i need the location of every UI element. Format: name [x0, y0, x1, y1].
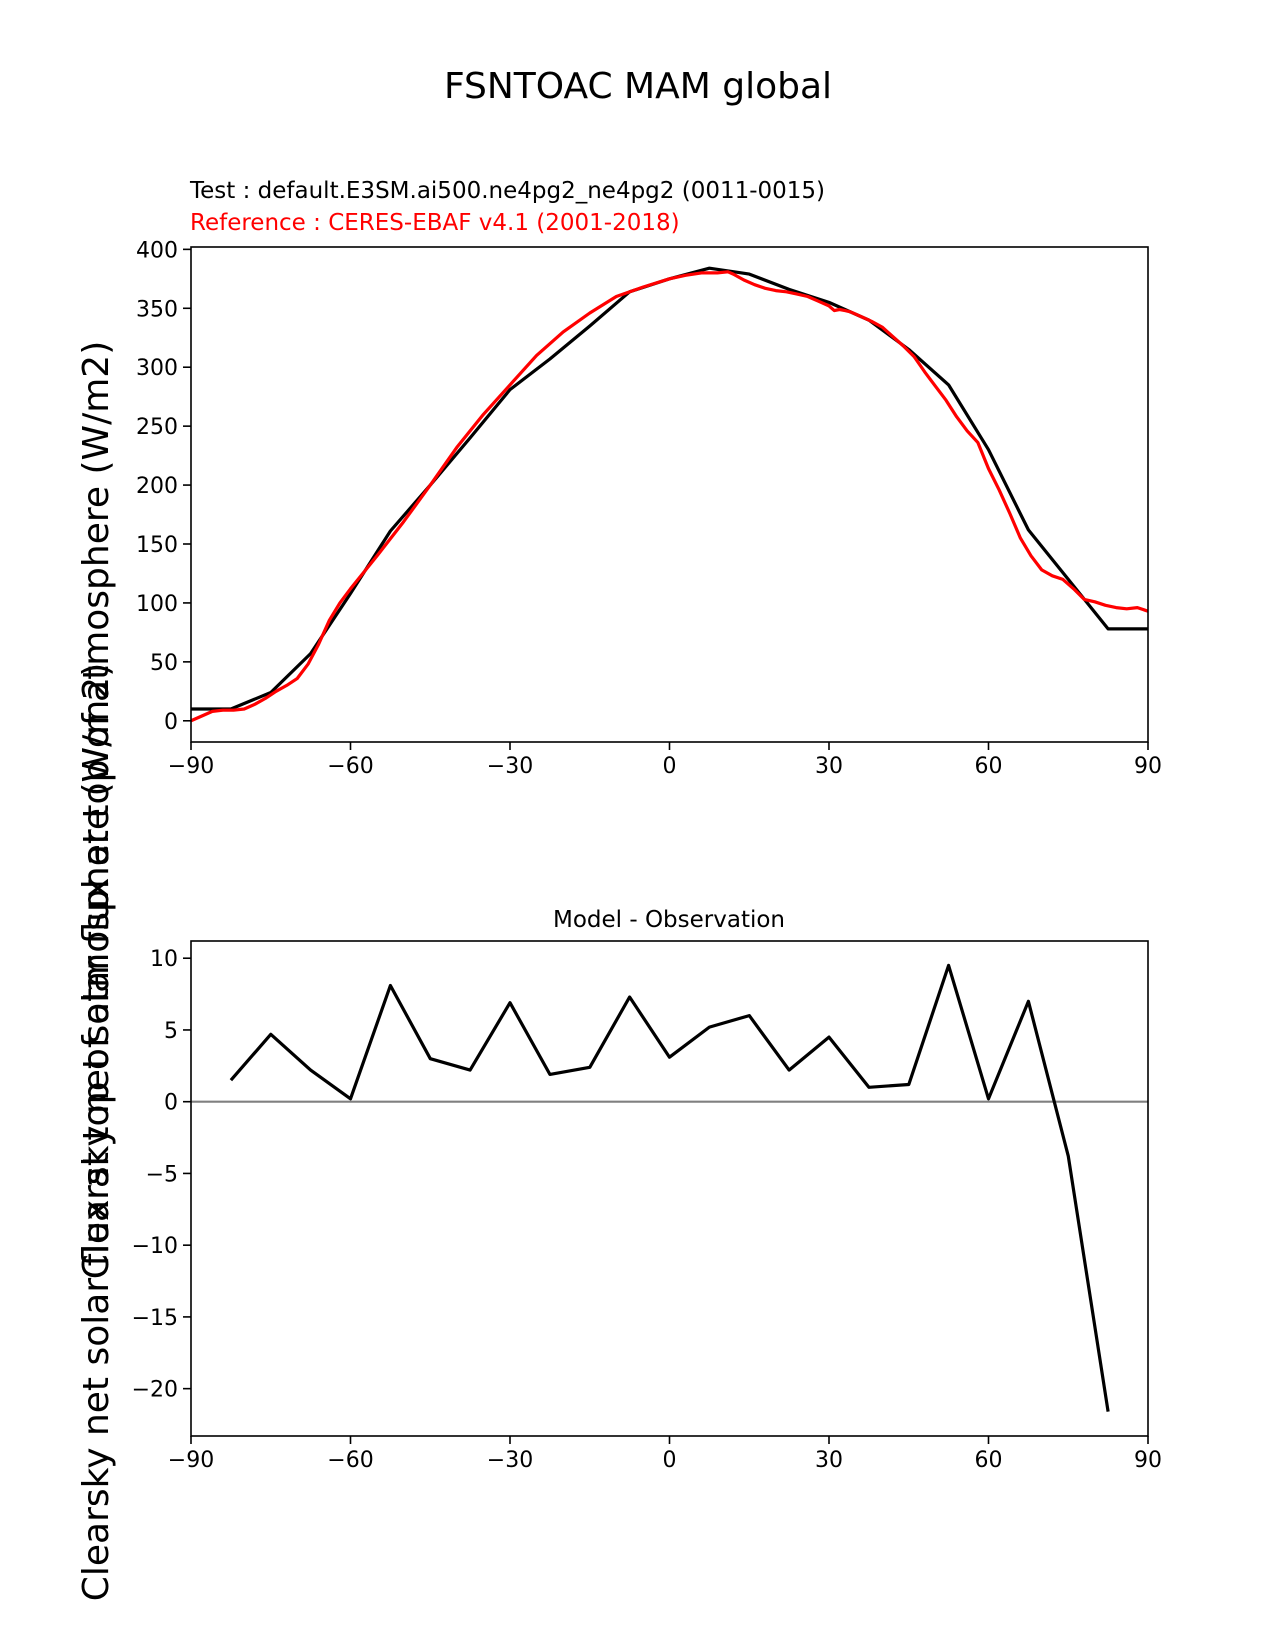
- top-panel: Test : default.E3SM.ai500.ne4pg2_ne4pg2 …: [136, 178, 1162, 779]
- difference-series-line: [229, 963, 1110, 1412]
- 1-ytick-label: −10: [132, 1234, 178, 1259]
- reference-label: Reference : CERES-EBAF v4.1 (2001-2018): [190, 210, 680, 236]
- bottom-ylabel: Clearsky net solar flux at top of atmosp…: [76, 663, 117, 1602]
- 0-ytick-label: 100: [136, 592, 178, 617]
- 0-ytick-label: 250: [136, 415, 178, 440]
- 0-ytick-label: 400: [136, 238, 178, 263]
- top-ticks: −90 −60 −30 0 30 60 90 0 50 100 150 200 250 300 350 400: [136, 238, 1162, 779]
- 0-xtick-label: −90: [168, 754, 214, 779]
- 0-ytick-label: 200: [136, 474, 178, 499]
- 1-ytick-label: 10: [150, 947, 178, 972]
- top-series: [191, 266, 1148, 723]
- 1-xtick-label: 0: [663, 1448, 677, 1473]
- 0-xtick-label: 30: [815, 754, 843, 779]
- test-series-line: [191, 266, 1148, 711]
- top-ylabel: Clearsky net solar flux at top of atmosp…: [76, 341, 117, 1280]
- 0-xtick-label: −60: [327, 754, 373, 779]
- 0-ytick-label: 350: [136, 297, 178, 322]
- 0-xtick-label: −30: [487, 754, 533, 779]
- 1-ytick-label: 5: [164, 1019, 178, 1044]
- bottom-title: Model - Observation: [553, 907, 785, 933]
- 1-xtick-label: −30: [487, 1448, 533, 1473]
- 1-xtick-label: 60: [975, 1448, 1003, 1473]
- 0-xtick-label: 0: [663, 754, 677, 779]
- 0-ytick-label: 0: [164, 710, 178, 735]
- 0-ytick-label: 50: [150, 651, 178, 676]
- 0-xtick-label: 90: [1134, 754, 1162, 779]
- 1-xtick-label: −60: [327, 1448, 373, 1473]
- 1-xtick-label: 90: [1134, 1448, 1162, 1473]
- 0-ytick-label: 300: [136, 356, 178, 381]
- figure-title: FSNTOAC MAM global: [444, 66, 832, 107]
- 1-ytick-label: 0: [164, 1091, 178, 1116]
- bottom-plot-frame: [190, 940, 1149, 1437]
- reference-series-line: [191, 270, 1148, 723]
- 1-xtick-label: 30: [815, 1448, 843, 1473]
- 0-xtick-label: 60: [975, 754, 1003, 779]
- bottom-panel: Model - Observation −90 −60 −30 0 30 60 90−20−…: [132, 907, 1162, 1473]
- bottom-ticks: −90 −60 −30 0 30 60 90 −20 −15 −10 −5 0 5 10: [132, 947, 1162, 1473]
- bottom-series: [191, 963, 1148, 1412]
- 1-ytick-label: −5: [146, 1162, 178, 1187]
- 1-xtick-label: −90: [168, 1448, 214, 1473]
- 1-ytick-label: −20: [132, 1378, 178, 1403]
- 1-ytick-label: −15: [132, 1306, 178, 1331]
- 0-ytick-label: 150: [136, 533, 178, 558]
- test-label: Test : default.E3SM.ai500.ne4pg2_ne4pg2 …: [189, 178, 825, 204]
- top-plot-frame: [190, 246, 1149, 743]
